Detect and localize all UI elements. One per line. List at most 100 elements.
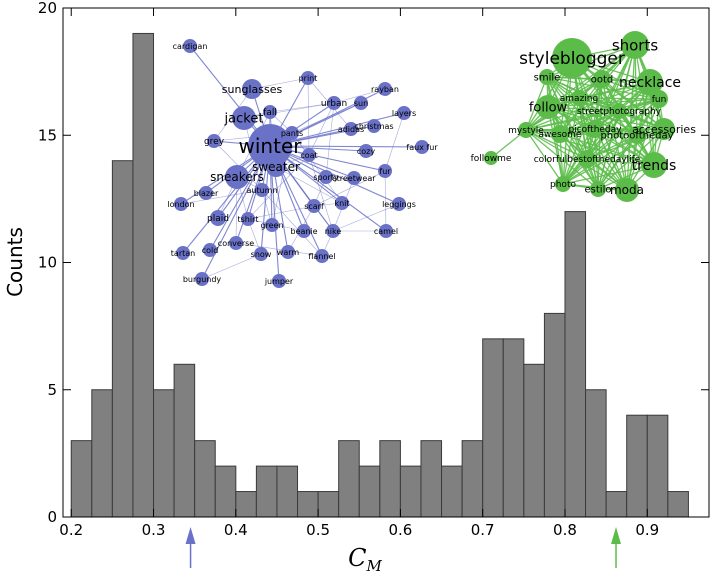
network-node [392, 197, 406, 211]
network-node [359, 144, 373, 158]
network-node [571, 90, 587, 106]
y-tick-label: 20 [38, 0, 57, 17]
network-word-label: streetwear [332, 174, 376, 183]
y-axis-label: Counts [3, 227, 27, 297]
histogram-bar [91, 389, 113, 517]
network-insets: cardigan print rayban sunglasses fall urban su… [167, 31, 696, 288]
network-node [326, 224, 340, 238]
network-word-label: mystyle [508, 126, 544, 136]
x-axis-label-main: C [348, 544, 366, 572]
network-word-label: burgundy [183, 275, 222, 284]
network-node [518, 122, 534, 138]
network-word-label: jumper [264, 277, 294, 286]
histogram-bar [132, 32, 155, 517]
network-word-label: camel [374, 227, 398, 236]
network-word-label: coat [300, 151, 317, 160]
network-node [225, 165, 249, 189]
network-node [637, 69, 663, 95]
network-node [379, 224, 393, 238]
network-word-label: sunglasses [222, 83, 283, 96]
network-node [641, 152, 667, 178]
network-node [552, 38, 592, 78]
network-word-label: snow [251, 250, 272, 259]
network-word-label: shorts [612, 36, 659, 54]
network-node [232, 106, 256, 130]
network-node [281, 245, 295, 259]
network-node [415, 140, 429, 154]
network-node [263, 105, 277, 119]
network-word-label: autumn [246, 186, 277, 195]
network-node [335, 196, 349, 210]
x-tick-label: 0.4 [224, 521, 248, 539]
network-word-label: leggings [382, 200, 416, 209]
histogram-bar [399, 465, 422, 517]
network-node [484, 151, 498, 165]
network-node [354, 96, 368, 110]
network-node [319, 170, 333, 184]
histogram-bar [667, 491, 689, 517]
network-word-label: converse [218, 239, 254, 248]
network-node [344, 122, 358, 136]
x-axis-label: CM [348, 544, 382, 574]
network-word-label: sporty [313, 173, 339, 182]
network-word-label: necklace [619, 75, 681, 91]
histogram-bar [235, 491, 257, 517]
axis-ticks: 0.2 0.3 0.4 0.5 0.6 0.7 0.8 0.9 0 5 10 15 20 [38, 0, 709, 539]
network-word-label: cold [202, 246, 219, 255]
network-node [367, 119, 381, 133]
winter-network: cardigan print rayban sunglasses fall urban su… [167, 39, 438, 288]
network-node [586, 120, 604, 138]
histogram-bar [585, 389, 607, 517]
network-word-label: jacket [224, 112, 264, 127]
network-node [327, 96, 341, 110]
network-word-label: faux fur [406, 143, 438, 152]
high-cm-arrow [611, 527, 622, 568]
network-word-label: grey [204, 137, 225, 147]
network-node [248, 124, 292, 168]
network-node [183, 39, 197, 53]
network-word-label: accessories [632, 123, 696, 136]
network-word-label: awesome [539, 130, 582, 140]
network-word-label: fall [263, 108, 277, 118]
network-word-label: knit [334, 199, 349, 208]
network-node [397, 106, 411, 120]
network-word-label: smile [534, 73, 561, 84]
network-node [229, 236, 243, 250]
y-tick-label: 10 [38, 254, 57, 272]
histogram-bar [153, 389, 175, 517]
network-node [255, 183, 269, 197]
network-node [302, 148, 316, 162]
network-word-label: beanie [290, 227, 317, 236]
network-word-label: streetphotography [577, 107, 662, 117]
histogram-bars [70, 32, 689, 517]
histogram-bar [70, 440, 93, 517]
histogram-bar [194, 440, 216, 517]
network-word-label: fun [652, 95, 667, 105]
histogram-bar [420, 440, 443, 517]
network-node [650, 90, 668, 108]
network-word-label: flannel [308, 252, 335, 261]
x-tick-label: 0.6 [388, 521, 412, 539]
network-node [297, 224, 311, 238]
network-word-label: layers [392, 109, 416, 118]
network-node [653, 118, 675, 140]
network-word-label: pants [281, 129, 303, 138]
network-word-label: adidas [338, 125, 364, 134]
histogram-bar [297, 491, 319, 517]
network-node [378, 82, 392, 96]
network-word-label: winter [239, 134, 303, 158]
histogram-bar [276, 465, 299, 517]
network-word-label: sneakers [210, 170, 264, 184]
network-node [195, 272, 209, 286]
network-word-label: print [299, 74, 318, 83]
histogram-bar [543, 312, 566, 517]
histogram-bar [173, 363, 196, 517]
network-word-label: follow [529, 101, 568, 116]
network-word-label: trends [632, 158, 677, 174]
network-word-label: tartan [171, 249, 195, 258]
network-node [241, 212, 255, 226]
network-node [315, 249, 329, 263]
cm-markers [185, 527, 622, 568]
